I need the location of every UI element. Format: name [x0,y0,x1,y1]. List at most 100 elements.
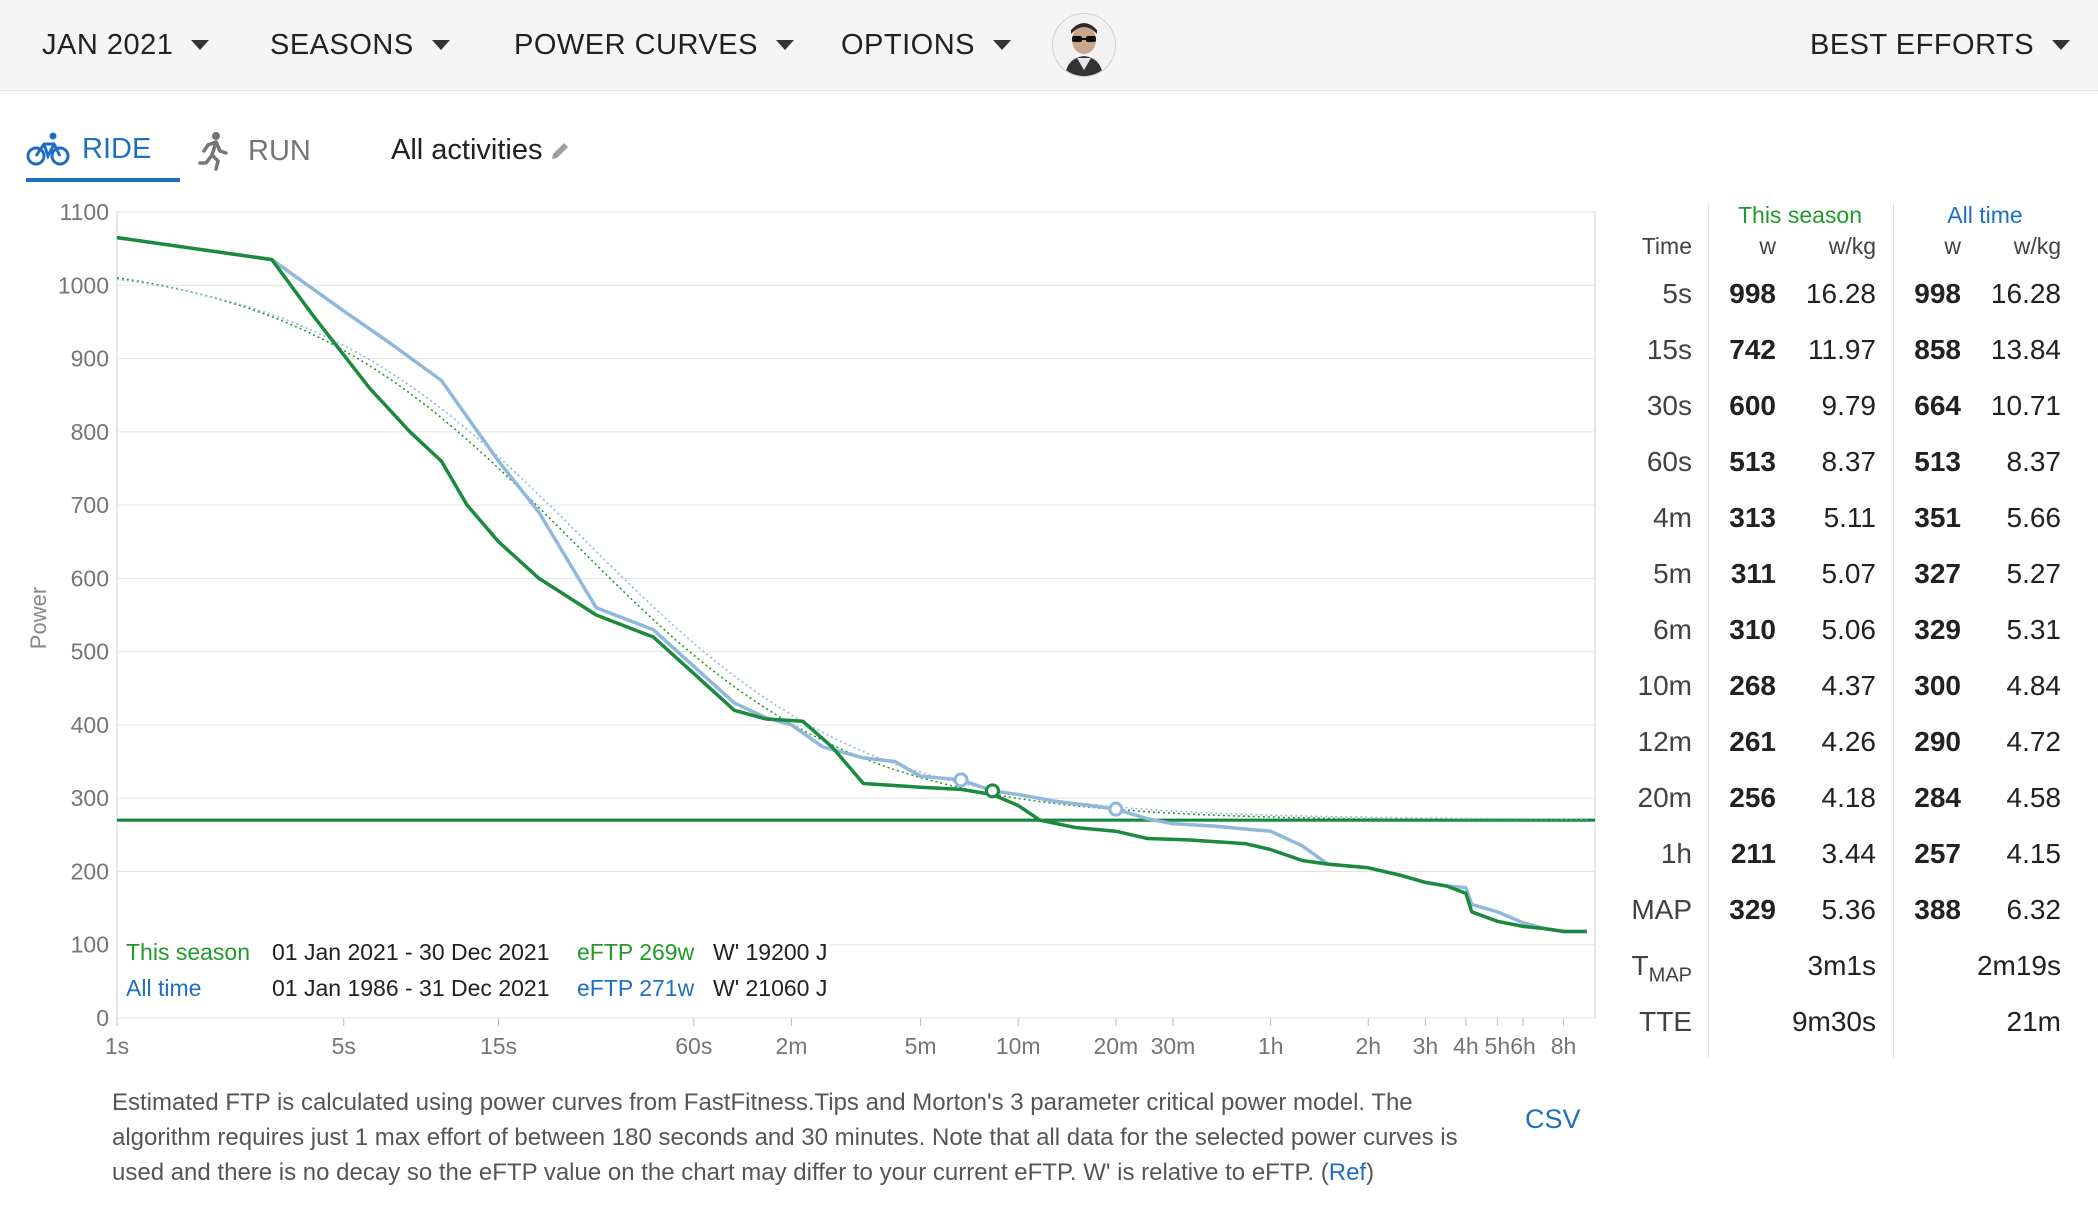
all-time-watts: 351 [1914,502,1961,533]
legend-dates: 01 Jan 1986 - 31 Dec 2021 [272,975,549,1001]
date-menu[interactable]: JAN 2021 [42,0,210,90]
season-wkg: 16.28 [1805,278,1876,309]
activities-filter[interactable]: All activities [391,134,571,167]
x-tick-label: 60s [675,1033,712,1059]
all-time-watts: 858 [1914,334,1961,365]
season-wkg-header: w/kg [1828,233,1876,259]
power-curves-menu[interactable]: POWER CURVES [514,0,794,90]
all-time-wkg: 4.72 [2006,726,2062,757]
x-tick-label: 30m [1151,1033,1196,1059]
tab-run-label: RUN [248,134,311,167]
row-time: 5s [1662,278,1692,309]
all-time-watts: 664 [1914,390,1961,421]
season-watts: 313 [1729,502,1776,533]
x-tick-label: 2m [775,1033,807,1059]
column-divider [1893,203,1894,1058]
y-tick-label: 300 [71,785,109,811]
season-curve [116,235,1587,934]
x-tick-label: 3h [1413,1033,1439,1059]
season-watts: 998 [1729,278,1776,309]
time-header: Time [1641,233,1692,259]
y-tick-label: 400 [71,712,109,738]
x-tick-label: 15s [480,1033,517,1059]
ref-link[interactable]: Ref [1328,1159,1367,1186]
row-time: 6m [1653,614,1692,645]
all-time-watts: 388 [1914,894,1961,925]
footnote-text: Estimated FTP is calculated using power … [112,1089,1458,1186]
all-time-wkg: 13.84 [1990,334,2061,365]
x-tick-label: 5h [1485,1033,1511,1059]
tab-ride-label: RIDE [82,132,152,165]
options-menu[interactable]: OPTIONS [841,0,1012,90]
avatar[interactable] [1052,13,1116,77]
season-watts: 600 [1729,390,1776,421]
chevron-down-icon [431,40,450,50]
all-time-wkg: 10.71 [1990,390,2061,421]
this-season-header: This season [1737,202,1862,228]
all-time-wkg: 16.28 [1990,278,2061,309]
y-tick-label: 900 [71,346,109,372]
season-watts: 211 [1730,838,1776,869]
y-tick-label: 100 [71,932,109,958]
all-time-watts: 513 [1914,446,1961,477]
date-menu-label: JAN 2021 [42,28,174,61]
best-efforts-menu[interactable]: BEST EFFORTS [1810,0,2071,90]
season-watts: 268 [1729,670,1776,701]
all-time-curve [116,235,1587,934]
best-efforts-menu-label: BEST EFFORTS [1810,28,2035,61]
row-time: 1h [1660,838,1692,869]
tab-ride[interactable]: RIDE [26,120,180,182]
season-wkg: 11.97 [1808,334,1876,365]
season-wkg: 8.37 [1821,446,1877,477]
season-wkg: 5.11 [1823,502,1876,533]
csv-link[interactable]: CSV [1525,1104,1581,1134]
row-time: MAP [1631,894,1692,925]
season-marker[interactable] [985,783,1001,799]
season-wkg: 3.44 [1821,838,1877,869]
row-time: 4m [1653,502,1692,533]
chart-grid [116,211,1596,1019]
all-time-w-header: w [1944,233,1961,259]
chevron-down-icon [191,40,210,50]
all-time-wkg: 8.37 [2006,446,2062,477]
season-watts: 310 [1729,614,1776,645]
season-wkg: 4.26 [1821,726,1877,757]
seasons-menu-label: SEASONS [270,28,414,61]
season-tmap: 3m1s [1807,950,1876,981]
y-tick-label: 1100 [60,200,109,225]
chevron-down-icon [993,40,1012,50]
footnote-close: ) [1366,1159,1375,1186]
legend-name: This season [126,939,250,965]
season-watts: 513 [1729,446,1776,477]
all-time-watts: 290 [1914,726,1961,757]
all-time-marker[interactable] [1108,801,1124,817]
legend-background [118,930,830,1010]
power-curve-chart: 0 100 200 300 400 500 600 700 800 900 1000 1100 1s 5… [26,200,1596,1059]
all-time-header: All time [1947,202,2023,228]
y-tick-label: 200 [71,858,109,884]
season-wkg: 4.37 [1821,670,1877,701]
y-axis: 0 100 200 300 400 500 600 700 800 900 1000 1100 [58,200,109,1031]
season-wkg: 5.36 [1821,894,1877,925]
season-wkg: 9.79 [1821,390,1877,421]
all-time-watts: 284 [1914,782,1961,813]
y-tick-label: 800 [71,419,109,445]
x-tick-label: 5s [332,1033,356,1059]
power-curves-menu-label: POWER CURVES [514,28,758,61]
all-time-marker[interactable] [953,772,969,788]
tab-run[interactable]: RUN [196,120,311,182]
chart-legend: This season 01 Jan 2021 - 30 Dec 2021 eFTP… [118,930,830,1010]
row-time: 10m [1637,670,1692,701]
y-tick-label: 600 [71,565,109,591]
chart-series [116,235,1595,934]
x-tick-label: 8h [1551,1033,1577,1059]
row-time: 60s [1646,446,1692,477]
y-tick-label: 700 [71,492,109,518]
row-time: 20m [1637,782,1692,813]
top-bar: JAN 2021 SEASONS POWER CURVES OPTIONS BE… [0,0,2098,91]
options-menu-label: OPTIONS [841,28,976,61]
chevron-down-icon [775,40,794,50]
all-time-watts: 257 [1914,838,1961,869]
seasons-menu[interactable]: SEASONS [270,0,450,90]
season-watts: 261 [1729,726,1776,757]
